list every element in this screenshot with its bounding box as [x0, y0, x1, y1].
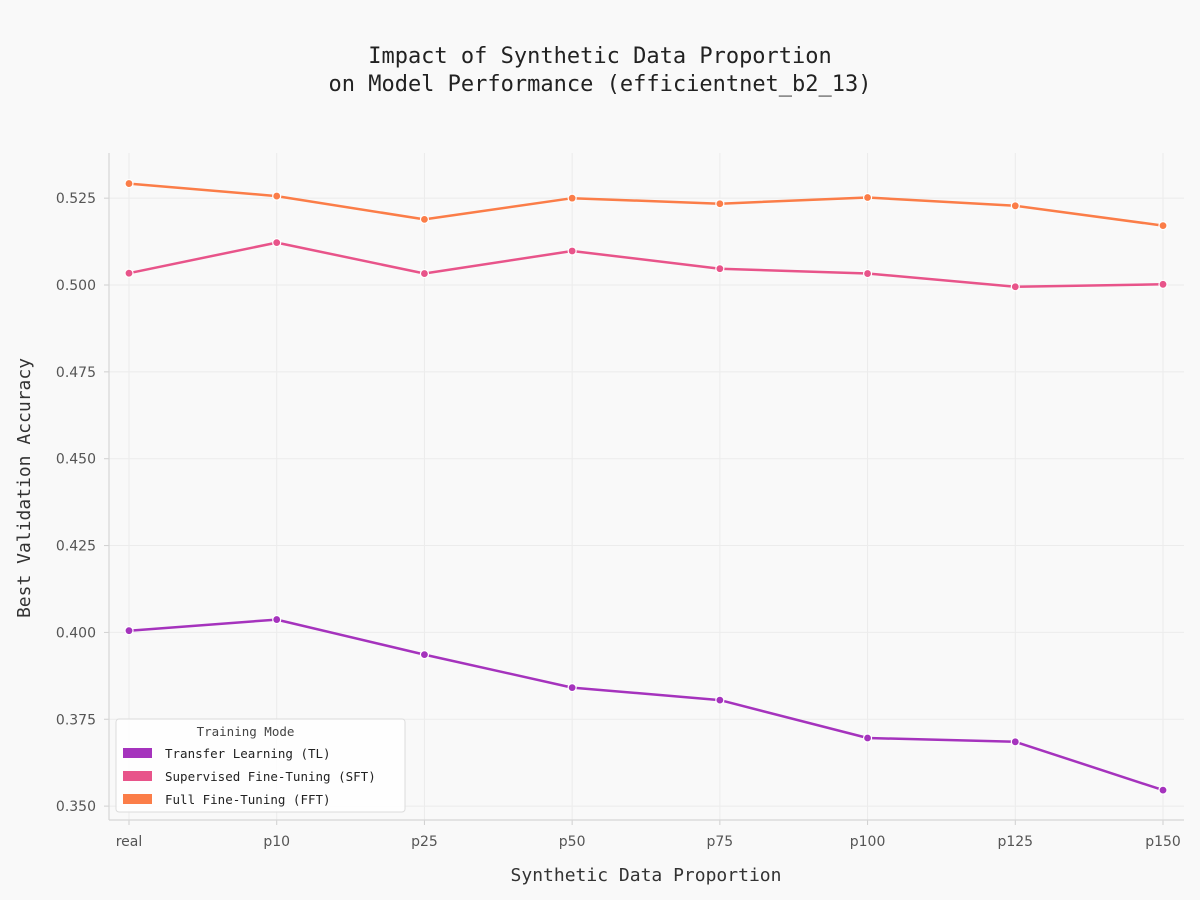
data-point	[419, 268, 430, 279]
y-tick-label: 0.425	[56, 539, 96, 555]
data-point	[862, 733, 873, 743]
data-point	[715, 264, 725, 274]
data-point	[1010, 282, 1020, 292]
y-tick-label: 0.525	[56, 191, 96, 207]
series-line-1	[127, 241, 1165, 288]
data-point	[567, 683, 577, 693]
x-tick-label: p100	[850, 834, 886, 850]
data-point	[1158, 279, 1168, 289]
y-tick-label: 0.450	[56, 452, 96, 468]
data-point	[124, 268, 134, 278]
x-tick-label: p10	[263, 834, 290, 850]
data-point	[1158, 221, 1168, 231]
x-axis-label: Synthetic Data Proportion	[511, 865, 782, 886]
data-point	[862, 268, 873, 279]
legend-entry-label: Transfer Learning (TL)	[165, 746, 331, 761]
data-point	[272, 614, 282, 625]
data-point	[862, 192, 873, 203]
x-tick-label: p150	[1145, 834, 1181, 850]
series-line-2	[127, 182, 1165, 227]
data-point	[124, 626, 134, 636]
data-point	[567, 246, 577, 256]
legend-title: Training Mode	[197, 724, 295, 739]
x-tick-label: p25	[411, 834, 438, 850]
x-tick-label: p75	[707, 834, 734, 850]
y-tick-label: 0.350	[56, 799, 96, 815]
data-point	[419, 214, 430, 224]
legend-swatch	[123, 771, 152, 781]
y-axis-label: Best Validation Accuracy	[14, 358, 35, 618]
data-point	[124, 178, 134, 189]
legend-box	[115, 718, 406, 813]
legend-entry-label: Supervised Fine-Tuning (SFT)	[165, 769, 376, 784]
series-line-0	[127, 618, 1165, 792]
data-point	[272, 191, 282, 201]
y-tick-label: 0.375	[56, 712, 96, 728]
x-tick-label: real	[116, 834, 143, 850]
y-tick-label: 0.400	[56, 625, 96, 641]
legend-entry-label: Full Fine-Tuning (FFT)	[165, 792, 331, 807]
chart-title-line-2: on Model Performance (efficientnet_b2_13…	[328, 72, 871, 97]
data-point	[567, 193, 577, 203]
data-point	[1010, 201, 1020, 211]
data-point	[419, 650, 430, 660]
plot-background	[109, 153, 1184, 820]
x-tick-label: p125	[997, 834, 1033, 850]
data-point	[1010, 737, 1020, 747]
data-point	[715, 199, 725, 209]
legend-swatch	[123, 748, 152, 758]
legend-swatch	[123, 794, 152, 804]
x-tick-label: p50	[559, 834, 586, 850]
data-point	[272, 238, 282, 248]
data-point	[715, 695, 725, 705]
chart-title-line-1: Impact of Synthetic Data Proportion	[368, 44, 832, 69]
data-point	[1158, 785, 1168, 795]
y-tick-label: 0.500	[56, 278, 96, 294]
y-tick-label: 0.475	[56, 365, 96, 381]
plot-area: 0.350 0.375 0.400 0.425 0.450 0.475 0.500 0.525…	[56, 153, 1184, 850]
